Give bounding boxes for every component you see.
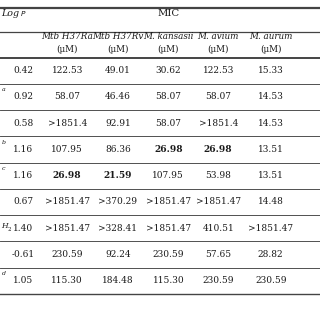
Text: b: b [2, 140, 5, 145]
Text: >1851.47: >1851.47 [44, 197, 90, 206]
Text: 410.51: 410.51 [202, 224, 234, 233]
Text: H: H [2, 221, 8, 230]
Text: 92.24: 92.24 [105, 250, 131, 259]
Text: 58.07: 58.07 [155, 92, 181, 101]
Text: 58.07: 58.07 [205, 92, 231, 101]
Text: 86.36: 86.36 [105, 145, 131, 154]
Text: 21.59: 21.59 [103, 171, 132, 180]
Text: 107.95: 107.95 [51, 145, 83, 154]
Text: 14.53: 14.53 [258, 92, 284, 101]
Text: 1.40: 1.40 [13, 224, 33, 233]
Text: 1.05: 1.05 [13, 276, 33, 285]
Text: 28.82: 28.82 [258, 250, 284, 259]
Text: (μM): (μM) [260, 45, 282, 54]
Text: 14.53: 14.53 [258, 119, 284, 128]
Text: 26.98: 26.98 [53, 171, 82, 180]
Text: M. aurum: M. aurum [249, 32, 292, 41]
Text: >328.41: >328.41 [98, 224, 137, 233]
Text: 0.67: 0.67 [13, 197, 33, 206]
Text: M. avium: M. avium [197, 32, 239, 41]
Text: 53.98: 53.98 [205, 171, 231, 180]
Text: 58.07: 58.07 [155, 119, 181, 128]
Text: 115.30: 115.30 [52, 276, 83, 285]
Text: Mtb H37Ra: Mtb H37Ra [41, 32, 93, 41]
Text: 26.98: 26.98 [154, 145, 183, 154]
Text: >1851.47: >1851.47 [146, 224, 191, 233]
Text: >1851.47: >1851.47 [44, 224, 90, 233]
Text: 1.16: 1.16 [13, 145, 33, 154]
Text: 122.53: 122.53 [52, 66, 83, 75]
Text: 230.59: 230.59 [255, 276, 286, 285]
Text: 1.16: 1.16 [13, 171, 33, 180]
Text: (μM): (μM) [107, 45, 129, 54]
Text: (μM): (μM) [157, 45, 179, 54]
Text: >1851.47: >1851.47 [196, 197, 241, 206]
Text: >370.29: >370.29 [98, 197, 137, 206]
Text: 230.59: 230.59 [52, 250, 83, 259]
Text: 57.65: 57.65 [205, 250, 231, 259]
Text: Log: Log [2, 9, 20, 18]
Text: 14.48: 14.48 [258, 197, 284, 206]
Text: M. kansasii: M. kansasii [143, 32, 194, 41]
Text: 15.33: 15.33 [258, 66, 284, 75]
Text: >1851.4: >1851.4 [47, 119, 87, 128]
Text: 46.46: 46.46 [105, 92, 131, 101]
Text: MIC: MIC [158, 9, 180, 18]
Text: 13.51: 13.51 [258, 171, 284, 180]
Text: 58.07: 58.07 [54, 92, 80, 101]
Text: 2: 2 [7, 227, 11, 232]
Text: 0.92: 0.92 [13, 92, 33, 101]
Text: >1851.4: >1851.4 [198, 119, 238, 128]
Text: >1851.47: >1851.47 [146, 197, 191, 206]
Text: 13.51: 13.51 [258, 145, 284, 154]
Text: d: d [2, 271, 5, 276]
Text: >1851.47: >1851.47 [248, 224, 293, 233]
Text: 230.59: 230.59 [203, 276, 234, 285]
Text: (μM): (μM) [207, 45, 229, 54]
Text: 30.62: 30.62 [156, 66, 181, 75]
Text: 92.91: 92.91 [105, 119, 131, 128]
Text: 122.53: 122.53 [203, 66, 234, 75]
Text: (μM): (μM) [56, 45, 78, 54]
Text: Mtb H37Rv: Mtb H37Rv [92, 32, 143, 41]
Text: 0.58: 0.58 [13, 119, 33, 128]
Text: a: a [2, 87, 5, 92]
Text: 26.98: 26.98 [204, 145, 233, 154]
Text: 0.42: 0.42 [13, 66, 33, 75]
Text: -0.61: -0.61 [12, 250, 35, 259]
Text: 184.48: 184.48 [102, 276, 133, 285]
Text: 107.95: 107.95 [152, 171, 184, 180]
Text: $P$: $P$ [20, 9, 27, 18]
Text: 230.59: 230.59 [153, 250, 184, 259]
Text: 49.01: 49.01 [105, 66, 131, 75]
Text: 115.30: 115.30 [153, 276, 184, 285]
Text: c: c [2, 166, 5, 171]
